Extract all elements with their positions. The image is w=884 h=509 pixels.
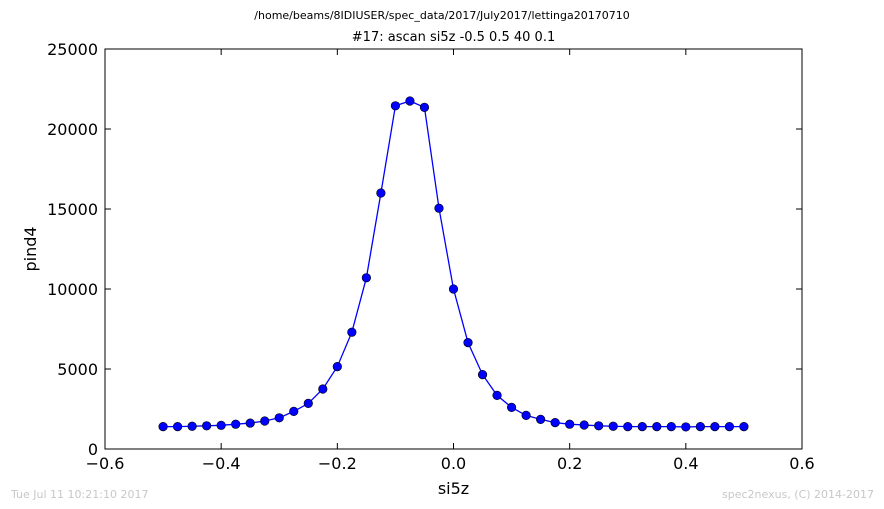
data-point [274, 413, 284, 423]
series-line [163, 100, 744, 428]
data-point [390, 101, 401, 111]
y-tick-label: 15000 [47, 200, 98, 219]
data-point [216, 420, 226, 430]
x-tick-label: 0.6 [789, 454, 814, 473]
y-tick-label: 25000 [47, 40, 98, 59]
data-point [536, 414, 546, 425]
x-tick-label: −0.2 [318, 454, 357, 473]
data-point [594, 421, 604, 431]
data-point [405, 96, 415, 106]
x-axis-label: si5z [438, 479, 469, 498]
y-tick-label: 0 [88, 440, 98, 459]
data-point [332, 362, 342, 372]
data-point [565, 419, 575, 429]
data-point [289, 406, 299, 417]
data-point [652, 422, 662, 432]
data-point [245, 418, 255, 428]
data-point [666, 422, 676, 432]
credit-footer: spec2nexus, (C) 2014-2017 [722, 488, 874, 501]
x-tick-label: 0.0 [441, 454, 466, 473]
data-point [608, 421, 618, 431]
x-tick-label: −0.6 [86, 454, 125, 473]
data-point [231, 419, 241, 429]
chart-title: #17: ascan si5z -0.5 0.5 40 0.1 [351, 30, 556, 45]
data-point [376, 188, 386, 198]
data-point [187, 421, 197, 431]
data-point [710, 422, 720, 432]
y-tick-label: 20000 [47, 120, 98, 139]
axes: −0.6 −0.4 −0.2 0.0 0.2 0.4 0.6 0 5000 10000 15000 2… [47, 40, 815, 473]
data-point [463, 338, 473, 348]
data-point [434, 203, 444, 213]
data-point [448, 284, 459, 294]
data-point [521, 410, 531, 421]
data-point [202, 421, 212, 431]
timestamp-footer: Tue Jul 11 10:21:10 2017 [11, 488, 149, 501]
data-point [506, 402, 517, 413]
data-point [579, 420, 589, 430]
data-point [318, 384, 328, 394]
data-point [260, 416, 270, 426]
data-point [724, 422, 734, 432]
data-point [303, 398, 313, 409]
data-point [361, 273, 371, 283]
data-point [492, 390, 502, 401]
figure-supertitle: /home/beams/8IDIUSER/spec_data/2017/July… [254, 9, 630, 22]
data-point [158, 422, 168, 432]
data-point [681, 422, 691, 432]
y-axis-label: pind4 [21, 226, 40, 271]
data-point [739, 422, 749, 432]
x-tick-label: 0.4 [673, 454, 698, 473]
data-point [637, 422, 647, 432]
y-tick-label: 10000 [47, 280, 98, 299]
data-point [477, 370, 488, 380]
data-point [550, 418, 560, 428]
x-tick-label: 0.2 [557, 454, 582, 473]
data-point [347, 327, 357, 337]
data-point [695, 422, 705, 432]
data-point [419, 102, 430, 112]
axes-frame [104, 48, 803, 450]
data-point [173, 422, 183, 432]
y-tick-label: 5000 [57, 360, 98, 379]
plot-area [158, 96, 749, 432]
x-tick-label: −0.4 [202, 454, 241, 473]
data-point [623, 422, 633, 432]
